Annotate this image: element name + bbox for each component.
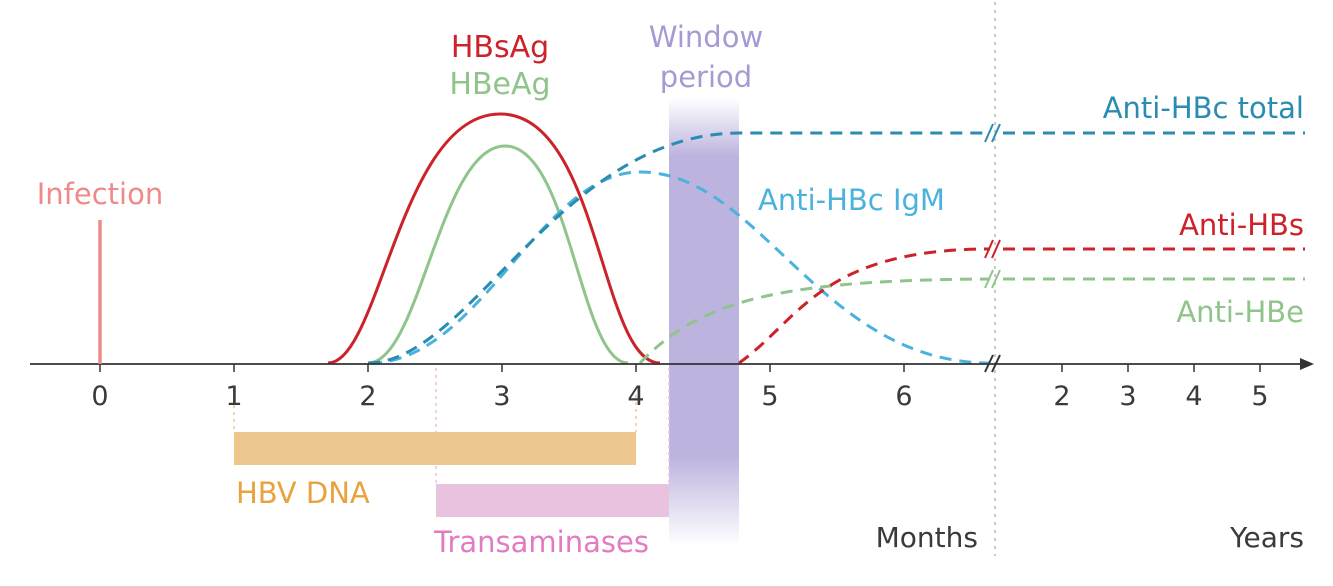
hbsag-curve	[327, 112, 661, 365]
hbv-dna-bar	[234, 432, 636, 465]
anti-hbc-igm-curve	[369, 170, 991, 365]
month-tick-label: 2	[359, 381, 376, 412]
transaminases-label: Transaminases	[433, 525, 649, 559]
month-tick-label: 6	[895, 381, 912, 412]
window-period-label-line2: period	[660, 60, 752, 94]
month-tick-label: 0	[91, 381, 108, 412]
infection-label: Infection	[37, 177, 163, 211]
window-period-band	[669, 98, 739, 546]
anti-hbs-curve	[738, 247, 991, 365]
years-label: Years	[1229, 521, 1304, 554]
anti-hbc-total-label: Anti-HBc total	[1103, 91, 1304, 125]
hbsag-label: HBsAg	[451, 30, 549, 65]
transaminases-bar	[436, 484, 669, 517]
months-label: Months	[876, 521, 978, 554]
hbeag-label: HBeAg	[449, 67, 550, 102]
month-tick-label: 5	[761, 381, 778, 412]
year-ticks	[1061, 364, 1261, 372]
hbv-dna-label: HBV DNA	[236, 476, 370, 510]
hbeag-curve	[367, 144, 629, 365]
month-ticks	[99, 364, 905, 372]
month-tick-label: 1	[225, 381, 242, 412]
anti-hbs-label: Anti-HBs	[1179, 208, 1304, 242]
window-period-label-line1: Window	[649, 20, 763, 54]
year-tick-label: 3	[1119, 381, 1136, 412]
anti-hbc-igm-label: Anti-HBc IgM	[758, 183, 945, 217]
anti-hbc-total-curve	[367, 131, 990, 365]
year-tick-label: 2	[1053, 381, 1070, 412]
anti-hbe-label: Anti-HBe	[1176, 295, 1304, 329]
month-tick-label: 3	[493, 381, 510, 412]
axis-arrowhead	[1300, 358, 1314, 370]
month-tick-label: 4	[627, 381, 644, 412]
year-tick-label: 4	[1185, 381, 1202, 412]
year-tick-label: 5	[1251, 381, 1268, 412]
